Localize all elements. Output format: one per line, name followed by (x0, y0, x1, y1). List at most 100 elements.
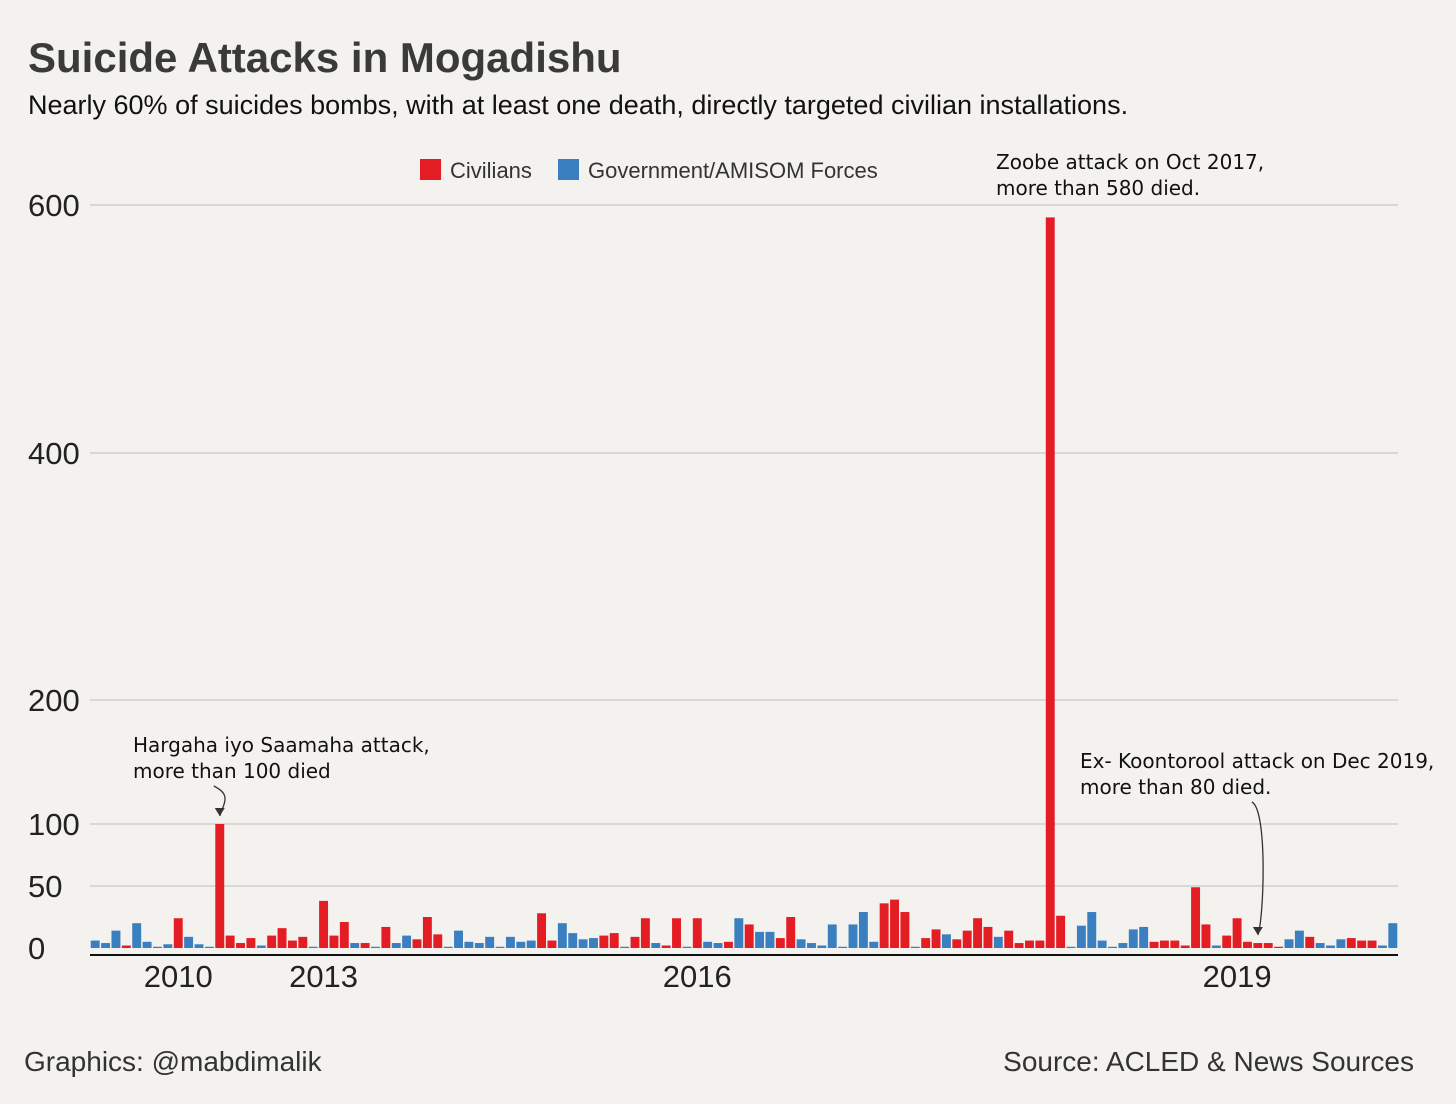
bar-government (256, 945, 266, 948)
bar-civilians (422, 917, 432, 948)
bar-government (1118, 943, 1128, 948)
bar-government (153, 946, 162, 948)
bar-civilians (630, 936, 640, 948)
bar-civilians (412, 939, 422, 948)
bar-civilians (246, 938, 256, 948)
bar-civilians (692, 918, 702, 948)
bar-government (651, 943, 661, 948)
bar-government (817, 945, 827, 948)
bar-civilians (1243, 941, 1252, 948)
bar-government (464, 941, 474, 948)
x-tick-label: 2013 (289, 959, 358, 994)
bar-civilians (537, 913, 547, 948)
bar-government (910, 946, 920, 948)
bar-government (869, 941, 879, 948)
bar-government (858, 912, 868, 948)
bar-government (142, 941, 152, 948)
bar-civilians (236, 943, 245, 948)
y-axis-ticks: 0 50 100 200 400 600 (28, 188, 80, 966)
bar-government (308, 946, 318, 948)
bar-civilians (1045, 217, 1055, 948)
bar-civilians (609, 933, 619, 948)
bar-civilians (900, 912, 910, 948)
bar-civilians (931, 929, 941, 948)
annotation-arrow (1251, 801, 1264, 936)
x-tick-label: 2019 (1203, 959, 1272, 994)
bar-civilians (661, 945, 671, 948)
bar-government (838, 946, 848, 948)
bar-government (1284, 939, 1294, 948)
bar-civilians (921, 938, 931, 948)
x-tick-label: 2016 (663, 959, 732, 994)
y-tick-label: 200 (28, 683, 80, 718)
bar-civilians (215, 824, 225, 948)
x-tick-label: 2010 (144, 959, 213, 994)
bar-government (993, 936, 1003, 948)
bar-government (703, 941, 713, 948)
bar-civilians (1191, 887, 1201, 948)
y-tick-label: 100 (28, 807, 80, 842)
bar-government (371, 946, 380, 948)
bar-government (1087, 912, 1097, 948)
bar-civilians (640, 918, 650, 948)
bar-government (204, 946, 214, 948)
bar-civilians (744, 924, 754, 948)
y-tick-label: 400 (28, 436, 80, 471)
annotation-arrowhead (214, 808, 225, 816)
chart-subtitle: Nearly 60% of suicides bombs, with at le… (28, 90, 1129, 120)
bar-government (765, 931, 775, 948)
bar-government (391, 943, 401, 948)
bar-civilians (672, 918, 681, 948)
bar-government (1139, 926, 1149, 948)
legend-swatch (558, 159, 579, 180)
bar-government (568, 933, 578, 948)
bar-government (111, 930, 121, 948)
bar-government (505, 936, 515, 948)
bar-chart: 0 50 100 200 400 600 2010 2013 2016 2019 Civilia… (28, 150, 1434, 994)
bar-government (184, 936, 194, 948)
legend-swatch (420, 159, 441, 180)
bar-civilians (547, 940, 557, 948)
bar-civilians (1025, 940, 1034, 948)
bar-civilians (287, 940, 297, 948)
bar-government (1326, 945, 1335, 948)
chart-title: Suicide Attacks in Mogadishu (28, 34, 622, 81)
bar-civilians (1035, 940, 1045, 948)
bar-civilians (277, 928, 287, 948)
bar-government (1211, 945, 1221, 948)
bar-civilians (973, 918, 983, 948)
source-text: Source: ACLED & News Sources (1003, 1046, 1414, 1077)
bar-government (807, 943, 816, 948)
bar-civilians (1305, 936, 1315, 948)
bar-government (1066, 946, 1076, 948)
bar-government (1377, 945, 1387, 948)
bar-civilians (1201, 924, 1211, 948)
bar-civilians (1346, 938, 1356, 948)
bar-government (350, 943, 360, 948)
bar-government (132, 923, 142, 948)
bar-civilians (360, 943, 370, 948)
bar-civilians (433, 934, 443, 948)
bar-government (682, 946, 692, 948)
bar-government (443, 946, 453, 948)
bar-government (1388, 923, 1398, 948)
gridlines (90, 204, 1398, 887)
bar-government (454, 930, 463, 948)
bar-government (620, 946, 630, 948)
y-tick-label: 600 (28, 188, 80, 223)
legend-label: Civilians (450, 158, 532, 183)
annotation-text: Zoobe attack on Oct 2017, more than 580 d… (996, 150, 1264, 200)
credit-text: Graphics: @mabdimalik (24, 1046, 322, 1077)
bar-civilians (962, 930, 972, 948)
bar-government (755, 931, 765, 948)
bar-government (516, 941, 526, 948)
bar-government (1076, 925, 1086, 948)
bar-government (194, 944, 204, 948)
bar-civilians (1232, 918, 1242, 948)
bar-civilians (723, 941, 733, 948)
bar-government (90, 940, 100, 948)
bar-government (485, 936, 495, 948)
bar-civilians (319, 900, 329, 948)
bar-government (796, 939, 806, 948)
bar-government (734, 918, 744, 948)
